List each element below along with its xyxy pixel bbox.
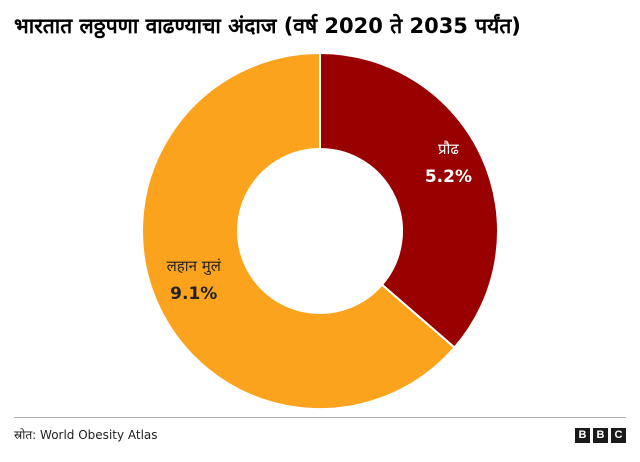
- source-note: स्रोत: World Obesity Atlas: [14, 428, 158, 442]
- pie-slice: [141, 51, 456, 410]
- labels-group: प्रौढ 5.2% लहान मुलं 9.1%: [167, 140, 472, 304]
- pie-slice: [319, 51, 499, 349]
- logo-letter: C: [611, 428, 626, 443]
- slices-group: [141, 51, 499, 410]
- slice-value-label: 9.1%: [170, 284, 217, 304]
- slice-label: लहान मुलं: [167, 257, 222, 276]
- bbc-logo: B B C: [575, 428, 626, 443]
- logo-letter: B: [575, 428, 590, 443]
- chart-title: भारतात लठ्ठपणा वाढण्याचा अंदाज (वर्ष 202…: [14, 14, 521, 38]
- slice-value-label: 5.2%: [425, 167, 472, 187]
- donut-chart: प्रौढ 5.2% लहान मुलं 9.1%: [141, 51, 499, 410]
- footer-divider: [14, 417, 626, 418]
- logo-letter: B: [593, 428, 608, 443]
- slice-label: प्रौढ: [438, 140, 459, 158]
